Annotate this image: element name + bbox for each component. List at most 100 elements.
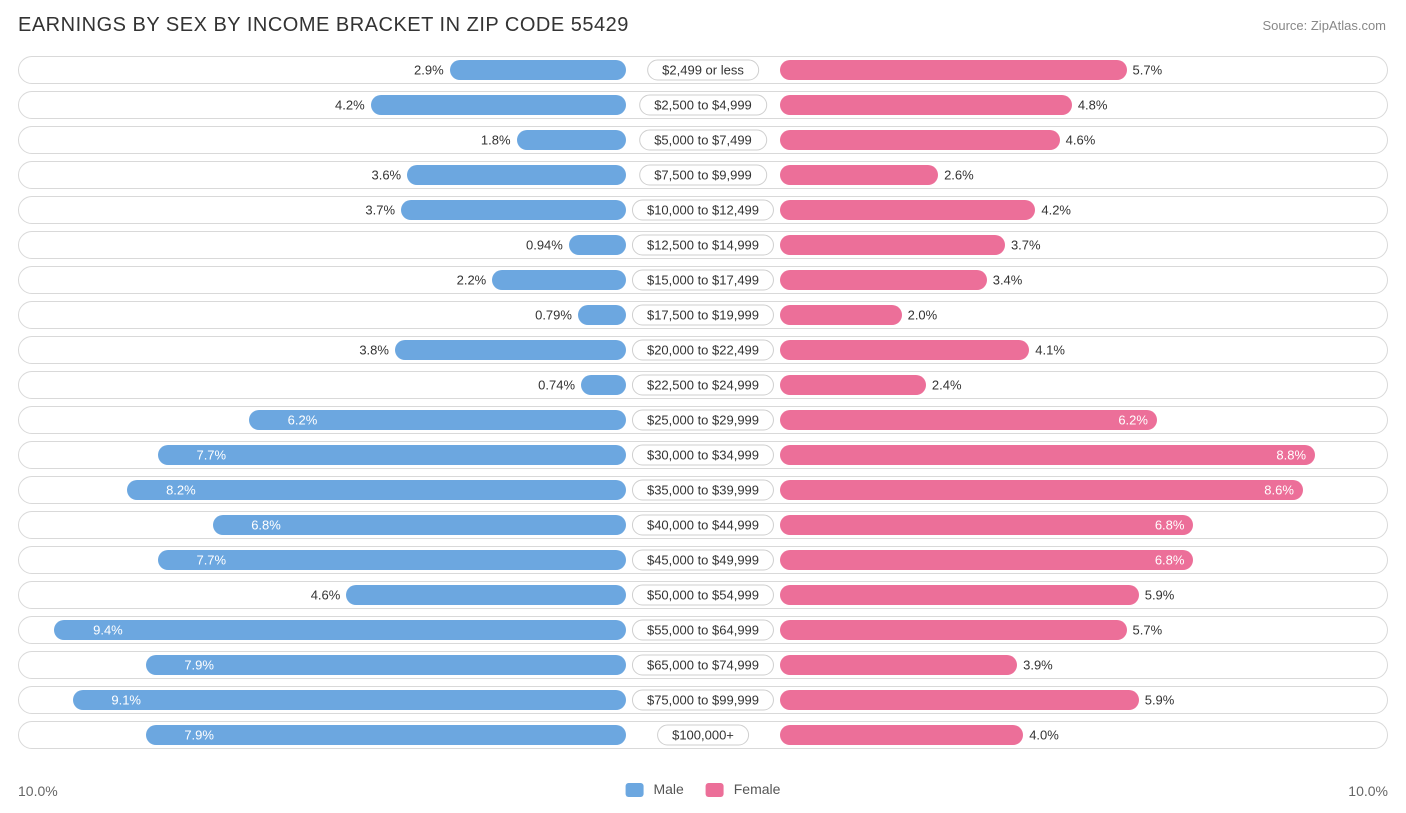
value-label-female: 5.9% — [1145, 588, 1175, 603]
value-label-female: 6.8% — [1155, 553, 1185, 568]
value-label-male: 9.4% — [93, 623, 123, 638]
value-label-male: 4.2% — [335, 98, 365, 113]
bar-female — [780, 95, 1072, 115]
chart-row: 7.9%3.9%$65,000 to $74,999 — [18, 651, 1388, 679]
bar-female — [780, 60, 1127, 80]
bar-male — [401, 200, 626, 220]
value-label-male: 0.94% — [526, 238, 563, 253]
bar-female — [780, 620, 1127, 640]
axis-row: 10.0% 10.0% Male Female — [18, 781, 1388, 805]
bar-male — [346, 585, 626, 605]
bar-male — [73, 690, 626, 710]
chart-row: 9.1% 5.9% $75,000 to $99,999 — [18, 686, 1388, 714]
bar-male — [569, 235, 626, 255]
legend-label-female: Female — [734, 781, 781, 797]
value-label-female: 3.7% — [1011, 238, 1041, 253]
chart-row: 6.2%6.2%$25,000 to $29,999 — [18, 406, 1388, 434]
legend-item-female: Female — [706, 781, 781, 797]
bar-female — [780, 165, 938, 185]
value-label-male: 6.8% — [251, 518, 281, 533]
bar-male — [492, 270, 626, 290]
legend-label-male: Male — [653, 781, 683, 797]
value-label-male: 3.6% — [371, 168, 401, 183]
category-label: $2,499 or less — [647, 60, 759, 81]
value-label-female: 2.6% — [944, 168, 974, 183]
value-label-male: 4.6% — [311, 588, 341, 603]
chart-row: 3.6% 2.6% $7,500 to $9,999 — [18, 161, 1388, 189]
value-label-female: 3.9% — [1023, 658, 1053, 673]
axis-label-left: 10.0% — [18, 783, 58, 799]
chart-row: 0.74%2.4%$22,500 to $24,999 — [18, 371, 1388, 399]
chart-row: 3.8%4.1%$20,000 to $22,499 — [18, 336, 1388, 364]
category-label: $22,500 to $24,999 — [632, 375, 774, 396]
bar-female — [780, 270, 987, 290]
value-label-male: 0.79% — [535, 308, 572, 323]
value-label-female: 4.2% — [1041, 203, 1071, 218]
chart-row: 7.7% 6.8% $45,000 to $49,999 — [18, 546, 1388, 574]
bar-male — [450, 60, 626, 80]
chart-row: 4.6%5.9%$50,000 to $54,999 — [18, 581, 1388, 609]
chart-container: EARNINGS BY SEX BY INCOME BRACKET IN ZIP… — [0, 0, 1406, 813]
diverging-bar-chart: 2.9%5.7%$2,499 or less4.2%4.8%$2,500 to … — [18, 56, 1388, 777]
chart-row: 9.4% 5.7% $55,000 to $64,999 — [18, 616, 1388, 644]
bar-female — [780, 585, 1139, 605]
value-label-female: 5.9% — [1145, 693, 1175, 708]
value-label-male: 9.1% — [111, 693, 141, 708]
bar-male — [158, 550, 626, 570]
chart-row: 8.2%8.6%$35,000 to $39,999 — [18, 476, 1388, 504]
bar-male — [578, 305, 626, 325]
category-label: $15,000 to $17,499 — [632, 270, 774, 291]
bar-female — [780, 725, 1023, 745]
value-label-female: 2.4% — [932, 378, 962, 393]
bar-male — [407, 165, 626, 185]
value-label-male: 7.9% — [184, 728, 214, 743]
source-attribution: Source: ZipAtlas.com — [1262, 18, 1386, 33]
category-label: $25,000 to $29,999 — [632, 410, 774, 431]
value-label-male: 7.7% — [196, 448, 226, 463]
value-label-female: 3.4% — [993, 273, 1023, 288]
bar-female — [780, 655, 1017, 675]
bar-male — [581, 375, 626, 395]
chart-row: 3.7% 4.2% $10,000 to $12,499 — [18, 196, 1388, 224]
category-label: $35,000 to $39,999 — [632, 480, 774, 501]
value-label-male: 3.7% — [365, 203, 395, 218]
bar-female — [780, 480, 1303, 500]
value-label-male: 1.8% — [481, 133, 511, 148]
value-label-male: 7.7% — [196, 553, 226, 568]
chart-title: EARNINGS BY SEX BY INCOME BRACKET IN ZIP… — [18, 14, 629, 37]
bar-female — [780, 305, 902, 325]
category-label: $45,000 to $49,999 — [632, 550, 774, 571]
axis-label-right: 10.0% — [1348, 783, 1388, 799]
value-label-female: 4.1% — [1035, 343, 1065, 358]
value-label-male: 8.2% — [166, 483, 196, 498]
bar-male — [395, 340, 626, 360]
bar-female — [780, 690, 1139, 710]
category-label: $7,500 to $9,999 — [639, 165, 767, 186]
bar-female — [780, 130, 1060, 150]
bar-male — [371, 95, 626, 115]
category-label: $12,500 to $14,999 — [632, 235, 774, 256]
category-label: $5,000 to $7,499 — [639, 130, 767, 151]
legend: Male Female — [626, 781, 781, 797]
category-label: $17,500 to $19,999 — [632, 305, 774, 326]
bar-female — [780, 235, 1005, 255]
legend-swatch-female — [706, 783, 724, 797]
chart-row: 7.9%4.0%$100,000+ — [18, 721, 1388, 749]
category-label: $55,000 to $64,999 — [632, 620, 774, 641]
category-label: $30,000 to $34,999 — [632, 445, 774, 466]
category-label: $65,000 to $74,999 — [632, 655, 774, 676]
value-label-female: 4.6% — [1066, 133, 1096, 148]
value-label-female: 4.0% — [1029, 728, 1059, 743]
legend-swatch-male — [626, 783, 644, 797]
bar-male — [127, 480, 626, 500]
category-label: $75,000 to $99,999 — [632, 690, 774, 711]
value-label-female: 6.2% — [1118, 413, 1148, 428]
value-label-female: 5.7% — [1133, 623, 1163, 638]
bar-female — [780, 445, 1315, 465]
category-label: $20,000 to $22,499 — [632, 340, 774, 361]
bar-male — [146, 655, 626, 675]
category-label: $40,000 to $44,999 — [632, 515, 774, 536]
value-label-female: 4.8% — [1078, 98, 1108, 113]
category-label: $2,500 to $4,999 — [639, 95, 767, 116]
category-label: $10,000 to $12,499 — [632, 200, 774, 221]
